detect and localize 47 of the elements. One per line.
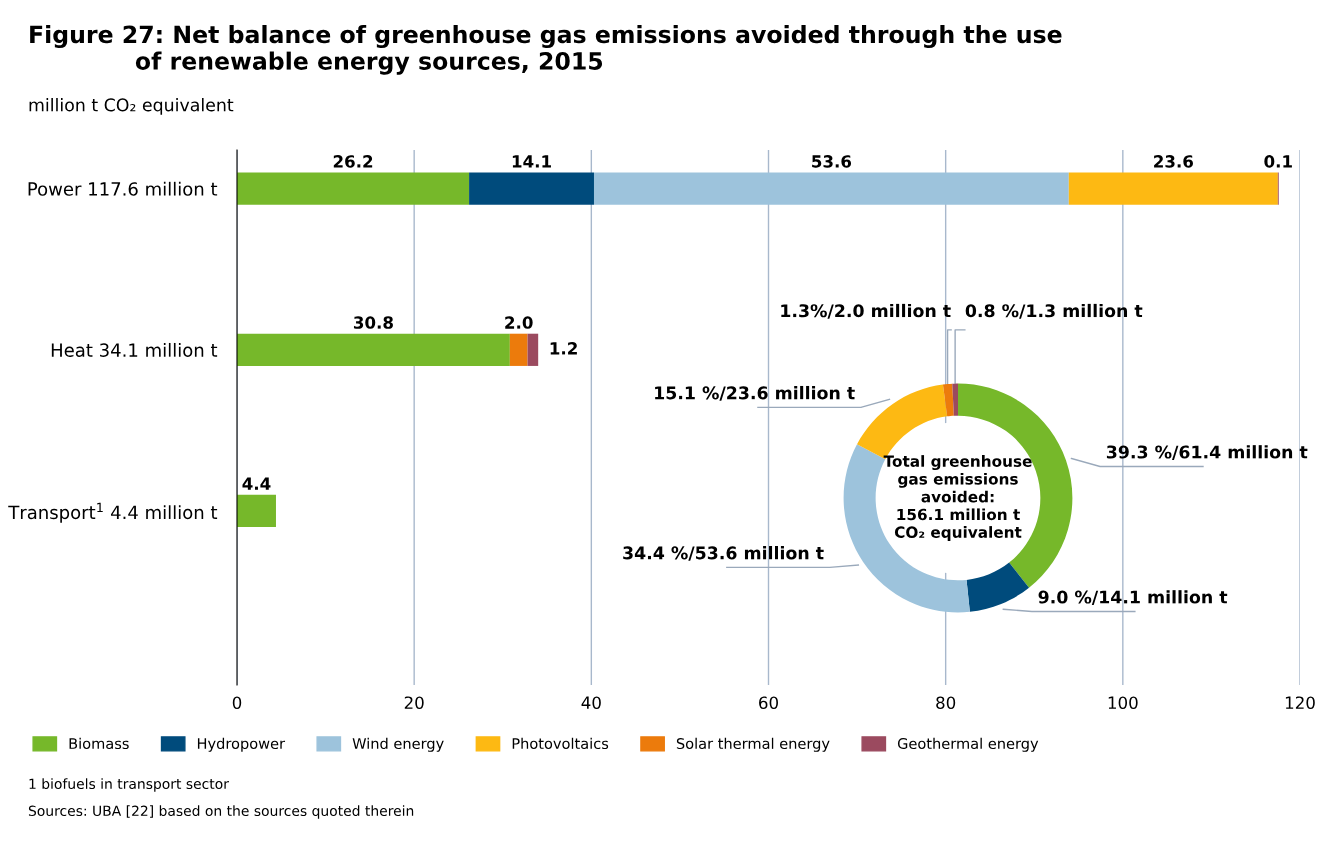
- donut-slice: [952, 383, 958, 416]
- bar: [527, 333, 539, 366]
- bar: [237, 172, 470, 205]
- legend-label: Solar thermal energy: [676, 737, 830, 752]
- legend-label: Geothermal energy: [897, 737, 1039, 752]
- legend-label: Wind energy: [352, 737, 444, 752]
- legend-label: Hydropower: [197, 737, 286, 752]
- data-label: 2.0: [505, 316, 533, 329]
- data-label: 14.1: [512, 155, 551, 168]
- x-tick-label: 40: [581, 696, 601, 710]
- y-tick-label: Transport$^{1}$ 4.4 million t: [8, 502, 218, 523]
- x-tick-label: 20: [404, 696, 424, 710]
- data-label: 53.6: [812, 155, 852, 168]
- data-label: 0.1: [1264, 155, 1292, 168]
- slice-label: 39.3 %/61.4 million t: [1106, 445, 1308, 460]
- y-tick-label: Power 117.6 million t: [28, 181, 218, 196]
- data-label: 23.6: [1154, 155, 1193, 168]
- legend-label: Biomass: [69, 737, 129, 750]
- data-label: 4.4: [242, 477, 271, 490]
- x-tick-label: 60: [759, 696, 778, 710]
- x-tick-label: 80: [936, 696, 956, 710]
- bar: [593, 172, 1069, 205]
- donut-slice: [966, 562, 1030, 612]
- annotation: Total greenhouse gas emissions avoided: 156.1 million t CO₂ equivalent: [883, 455, 1032, 541]
- chart-subtitle: million t CO₂ equivalent: [29, 98, 234, 115]
- bar: [237, 494, 276, 528]
- text: 1 biofuels in transport sector: [29, 778, 229, 792]
- slice-label: 34.4 %/53.6 million t: [623, 546, 824, 561]
- chart-title: Figure 27: Net balance of greenhouse gas emissions avoided through the use of renewable energy sources, 2015: [30, 25, 1062, 75]
- donut-slice: [942, 383, 954, 417]
- bar: [1068, 172, 1278, 205]
- slice-label: 9.0 %/14.1 million t: [1038, 590, 1228, 605]
- slice-label: 15.1 %/23.6 million t: [655, 385, 855, 401]
- data-label: 1.2: [550, 342, 577, 355]
- data-label: 26.2: [333, 155, 373, 168]
- slice-label: 0.8 %/1.3 million t: [965, 303, 1143, 319]
- legend-label: Photovoltaics: [512, 737, 609, 750]
- bar: [509, 333, 528, 366]
- source-note: Sources: UBA [22] based on the sources quoted therein: [28, 805, 414, 819]
- slice-label: 1.3%/2.0 million t: [781, 303, 951, 319]
- data-label: 30.8: [353, 316, 393, 329]
- x-tick-label: 120: [1285, 696, 1315, 710]
- x-tick-label: 100: [1108, 696, 1138, 710]
- y-tick-label: Heat 34.1 million t: [51, 342, 218, 357]
- bar: [469, 172, 594, 205]
- x-tick-label: 0: [232, 696, 242, 710]
- bar: [237, 333, 510, 366]
